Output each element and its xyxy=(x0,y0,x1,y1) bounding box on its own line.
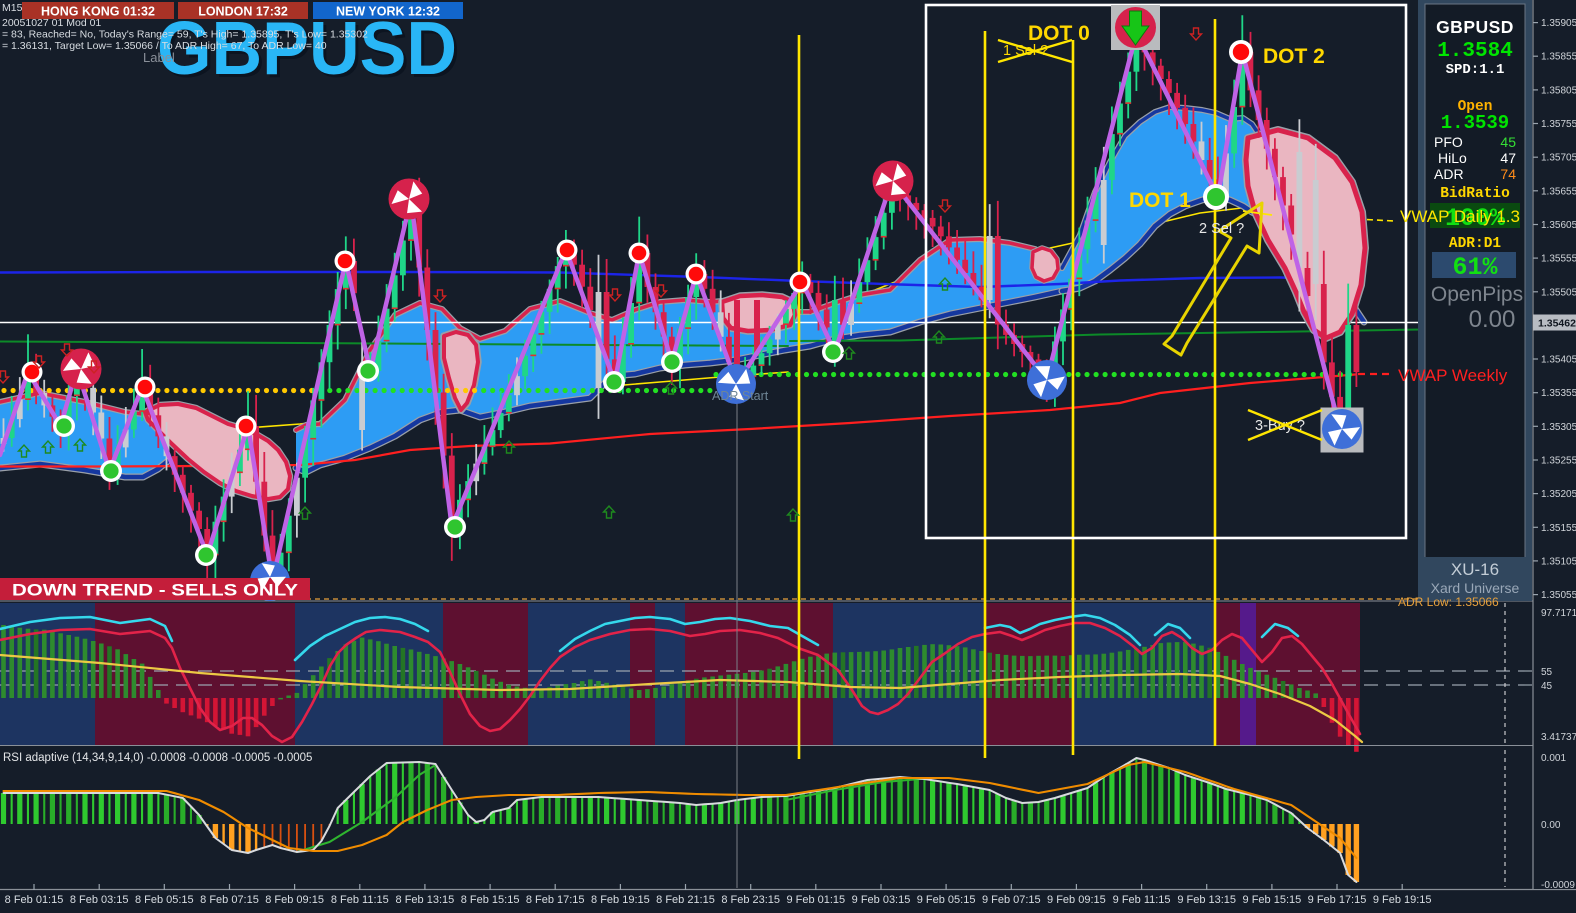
svg-text:1.3539: 1.3539 xyxy=(1441,112,1509,134)
svg-text:8 Feb 21:15: 8 Feb 21:15 xyxy=(656,894,715,906)
svg-text:8 Feb 07:15: 8 Feb 07:15 xyxy=(200,894,259,906)
svg-text:97.71716: 97.71716 xyxy=(1541,608,1576,619)
svg-text:8 Feb 09:15: 8 Feb 09:15 xyxy=(265,894,324,906)
svg-text:9 Feb 17:15: 9 Feb 17:15 xyxy=(1308,894,1367,906)
svg-text:0.00: 0.00 xyxy=(1541,820,1561,831)
svg-text:LONDON 17:32: LONDON 17:32 xyxy=(198,5,288,19)
svg-text:8 Feb 03:15: 8 Feb 03:15 xyxy=(70,894,129,906)
svg-text:1.3584: 1.3584 xyxy=(1437,40,1513,63)
svg-text:0.001: 0.001 xyxy=(1541,753,1566,764)
svg-text:1.35905: 1.35905 xyxy=(1541,18,1576,29)
svg-text:BidRatio: BidRatio xyxy=(1440,186,1510,202)
svg-text:VWAP Daily 1.3: VWAP Daily 1.3 xyxy=(1400,207,1520,226)
svg-text:1.35705: 1.35705 xyxy=(1541,153,1576,164)
svg-text:9 Feb 15:15: 9 Feb 15:15 xyxy=(1243,894,1302,906)
svg-text:= 83, Reached= No, Today's Ran: = 83, Reached= No, Today's Range= 59, T'… xyxy=(2,29,368,41)
svg-text:9 Feb 01:15: 9 Feb 01:15 xyxy=(786,894,845,906)
svg-text:8 Feb 01:15: 8 Feb 01:15 xyxy=(5,894,64,906)
svg-text:9 Feb 07:15: 9 Feb 07:15 xyxy=(982,894,1041,906)
svg-text:9 Feb 13:15: 9 Feb 13:15 xyxy=(1177,894,1236,906)
svg-text:8 Feb 17:15: 8 Feb 17:15 xyxy=(526,894,585,906)
svg-text:1.35205: 1.35205 xyxy=(1541,489,1576,500)
svg-text:1.35155: 1.35155 xyxy=(1541,523,1576,534)
svg-text:OpenPips: OpenPips xyxy=(1431,283,1523,306)
svg-text:20051027 01 Mod 01: 20051027 01 Mod 01 xyxy=(2,17,101,29)
svg-text:0.00: 0.00 xyxy=(1469,306,1516,333)
svg-text:3.41737: 3.41737 xyxy=(1541,732,1576,743)
svg-text:DOT 2: DOT 2 xyxy=(1263,45,1325,68)
svg-text:Open: Open xyxy=(1458,99,1493,115)
svg-text:100%: 100% xyxy=(1445,204,1506,233)
svg-text:HONG KONG 01:32: HONG KONG 01:32 xyxy=(41,5,155,19)
svg-text:74: 74 xyxy=(1500,166,1516,182)
svg-text:1.35305: 1.35305 xyxy=(1541,422,1576,433)
svg-text:1.35855: 1.35855 xyxy=(1541,52,1576,63)
svg-text:1.35555: 1.35555 xyxy=(1541,254,1576,265)
svg-text:DOT 0: DOT 0 xyxy=(1028,22,1090,45)
svg-text:ADR: ADR xyxy=(1434,166,1464,182)
svg-text:45: 45 xyxy=(1541,681,1553,692)
svg-text:GBPUSD: GBPUSD xyxy=(160,9,460,93)
svg-text:45: 45 xyxy=(1500,134,1516,150)
svg-text:ADR:D1: ADR:D1 xyxy=(1449,236,1502,252)
svg-text:8 Feb 13:15: 8 Feb 13:15 xyxy=(396,894,455,906)
svg-text:-0.0009: -0.0009 xyxy=(1541,880,1575,891)
svg-text:Xard Universe: Xard Universe xyxy=(1431,580,1520,596)
svg-text:Label: Label xyxy=(143,50,175,65)
svg-text:1 Sel ?: 1 Sel ? xyxy=(1003,43,1048,59)
svg-text:1.35355: 1.35355 xyxy=(1541,388,1576,399)
svg-text:1.35605: 1.35605 xyxy=(1541,220,1576,231)
svg-text:GBPUSD: GBPUSD xyxy=(157,6,457,90)
svg-text:ADR Low: 1.35066: ADR Low: 1.35066 xyxy=(1398,595,1499,609)
svg-text:= 1.36131, Target Low= 1.35066: = 1.36131, Target Low= 1.35066 / To ADR … xyxy=(2,40,327,52)
svg-text:XU-16: XU-16 xyxy=(1451,560,1499,579)
svg-text:8 Feb 15:15: 8 Feb 15:15 xyxy=(461,894,520,906)
svg-text:8 Feb 05:15: 8 Feb 05:15 xyxy=(135,894,194,906)
svg-text:1.35055: 1.35055 xyxy=(1541,590,1576,601)
svg-text:NEW YORK 12:32: NEW YORK 12:32 xyxy=(336,5,440,19)
svg-text:55: 55 xyxy=(1541,667,1553,678)
svg-text:1.35255: 1.35255 xyxy=(1541,456,1576,467)
svg-text:9 Feb 11:15: 9 Feb 11:15 xyxy=(1113,894,1171,906)
svg-text:1.35405: 1.35405 xyxy=(1541,355,1576,366)
svg-text:2 Sel ?: 2 Sel ? xyxy=(1199,221,1244,237)
svg-text:61%: 61% xyxy=(1452,253,1498,282)
svg-text:9 Feb 05:15: 9 Feb 05:15 xyxy=(917,894,976,906)
svg-text:9 Feb 19:15: 9 Feb 19:15 xyxy=(1373,894,1432,906)
svg-text:SPD:1.1: SPD:1.1 xyxy=(1446,62,1505,78)
svg-text:1.35105: 1.35105 xyxy=(1541,556,1576,567)
svg-text:1.35505: 1.35505 xyxy=(1541,287,1576,298)
svg-text:9 Feb 03:15: 9 Feb 03:15 xyxy=(852,894,911,906)
svg-text:RSI adaptive (14,34,9,14,0) -0: RSI adaptive (14,34,9,14,0) -0.0008 -0.0… xyxy=(3,752,312,764)
svg-text:PFO: PFO xyxy=(1434,134,1463,150)
svg-text:9 Feb 09:15: 9 Feb 09:15 xyxy=(1047,894,1106,906)
svg-text:8 Feb 19:15: 8 Feb 19:15 xyxy=(591,894,650,906)
svg-text:1.35655: 1.35655 xyxy=(1541,186,1576,197)
svg-text:VWAP Weekly: VWAP Weekly xyxy=(1398,366,1508,385)
svg-text:1.35462: 1.35462 xyxy=(1538,318,1576,330)
svg-text:HiLo: HiLo xyxy=(1438,150,1467,166)
svg-text:1.35805: 1.35805 xyxy=(1541,85,1576,96)
svg-text:ADR Start: ADR Start xyxy=(712,389,769,403)
svg-text:DOWN TREND - SELLS ONLY: DOWN TREND - SELLS ONLY xyxy=(12,581,299,600)
svg-text:8 Feb 11:15: 8 Feb 11:15 xyxy=(331,894,389,906)
svg-text:47: 47 xyxy=(1500,150,1516,166)
svg-text:1.35755: 1.35755 xyxy=(1541,119,1576,130)
svg-text:8 Feb 23:15: 8 Feb 23:15 xyxy=(721,894,780,906)
svg-text:M15: M15 xyxy=(2,2,23,14)
svg-text:GBPUSD: GBPUSD xyxy=(1436,17,1514,37)
svg-text:DOT 1: DOT 1 xyxy=(1129,189,1191,212)
